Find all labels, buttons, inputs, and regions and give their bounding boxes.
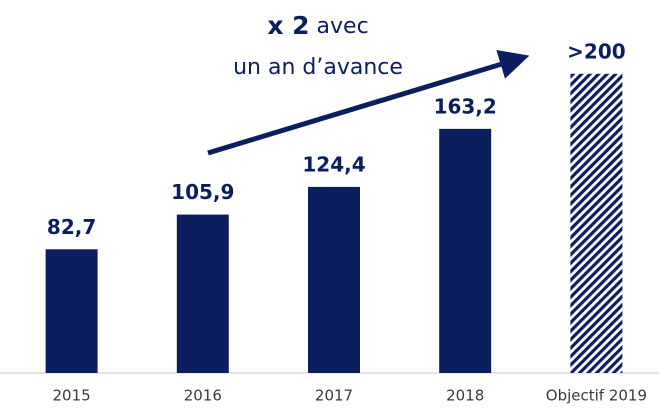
annotation-bold: x 2 <box>267 11 309 40</box>
value-label: >200 <box>567 39 626 63</box>
x-tick-label: 2017 <box>315 387 353 405</box>
bar <box>439 128 492 373</box>
annotation-line1: x 2 avec <box>267 11 368 40</box>
x-tick-label: 2015 <box>53 387 91 405</box>
bar <box>176 214 229 373</box>
x-tick-label: 2018 <box>446 387 484 405</box>
bar <box>570 73 623 374</box>
annotation-text: avec <box>317 14 369 39</box>
value-label: 124,4 <box>302 152 365 176</box>
value-label: 82,7 <box>47 215 96 239</box>
trend-arrow <box>207 49 530 156</box>
bar <box>308 186 360 373</box>
annotation-line2: un an d’avance <box>233 55 403 80</box>
x-tick-label: 2016 <box>184 387 222 405</box>
bar <box>45 249 98 373</box>
x-tick-label: Objectif 2019 <box>546 387 647 405</box>
value-label: 105,9 <box>171 180 234 204</box>
value-label: 163,2 <box>434 94 497 118</box>
